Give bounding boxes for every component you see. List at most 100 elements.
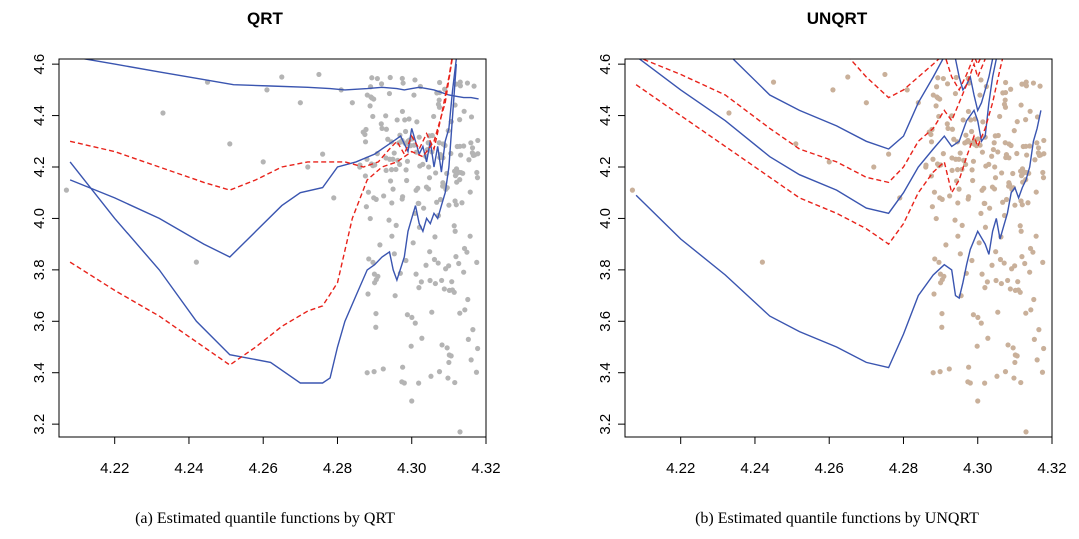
caption: (b) Estimated quantile functions by UNQR… [695, 510, 979, 527]
scatter-point [1001, 260, 1007, 266]
dashed-quantile-line [849, 59, 981, 99]
scatter-point [367, 215, 373, 222]
scatter-point [943, 242, 949, 248]
solid-quantile-line [635, 110, 1042, 369]
scatter-point [931, 291, 937, 297]
scatter-point [432, 234, 438, 240]
scatter-point [451, 223, 457, 229]
scatter-point [991, 140, 997, 146]
scatter-point [1039, 369, 1046, 375]
scatter-point [989, 153, 995, 159]
scatter-point [365, 291, 371, 297]
scatter-point [934, 94, 940, 100]
scatter-point [370, 259, 376, 265]
scatter-point [470, 327, 476, 333]
scatter-point [457, 429, 463, 435]
scatter-point [985, 335, 991, 341]
scatter-point [467, 233, 473, 239]
scatter-point [371, 369, 377, 375]
scatter-point [439, 342, 445, 348]
scatter-point [260, 159, 266, 165]
scatter-point [462, 307, 468, 313]
scatter-point [1003, 151, 1010, 158]
scatter-point [998, 280, 1004, 287]
solid-quantile-line [732, 59, 994, 150]
scatter-point [442, 86, 448, 92]
scatter-point [1002, 140, 1008, 146]
x-axis: 4.22 4.24 4.26 4.28 4.30 4.32 [100, 437, 501, 477]
scatter-point [949, 126, 956, 132]
solid-quantile-line [69, 64, 457, 384]
scatter-point [370, 113, 376, 120]
scatter-point [394, 117, 400, 123]
scatter-point [404, 158, 411, 164]
y-axis: 3.2 3.4 3.6 3.8 4.0 4.2 4.4 4.6 [31, 54, 59, 435]
scatter-point [1002, 104, 1009, 110]
scatter-point [386, 217, 392, 223]
scatter-point [1002, 97, 1008, 103]
scatter-point [456, 260, 462, 267]
scatter-point [465, 296, 471, 303]
scatter-point [1023, 117, 1029, 123]
scatter-point [403, 257, 409, 264]
scatter-point [459, 200, 465, 206]
scatter-point [320, 151, 326, 157]
scatter-point [362, 139, 369, 145]
scatter-point [978, 320, 984, 326]
scatter-point [452, 228, 458, 234]
scatter-point [995, 132, 1001, 139]
scatter-point [977, 92, 983, 98]
caption: (a) Estimated quantile functions by QRT [135, 510, 395, 527]
scatter-point [227, 141, 233, 147]
scatter-point [970, 312, 976, 318]
scatter-point [393, 166, 399, 173]
scatter-point [377, 242, 383, 248]
scatter-point [989, 262, 995, 268]
y-tick-label: 3.6 [597, 311, 614, 332]
scatter-point [279, 74, 285, 80]
scatter-point [1030, 249, 1036, 255]
scatter-point [474, 259, 480, 265]
scatter-point [402, 128, 409, 135]
scatter-point [939, 324, 945, 330]
scatter-point [390, 186, 396, 192]
scatter-point [391, 150, 397, 156]
scatter-point [388, 167, 395, 173]
scatter-point [1036, 327, 1042, 333]
scatter-point [423, 262, 429, 268]
scatter-point [992, 164, 998, 170]
plot-frame [58, 58, 487, 438]
scatter-point [932, 256, 938, 262]
dashed-quantile-line [640, 59, 986, 184]
scatter-point [1032, 157, 1038, 163]
scatter-point [473, 369, 480, 375]
scatter-point [954, 167, 961, 173]
y-tick-label: 4.2 [31, 157, 48, 178]
scatter-point [930, 156, 936, 162]
scatter-point [457, 310, 463, 316]
scatter-point [456, 81, 462, 88]
chart-title: QRT [247, 9, 284, 28]
scatter-point [446, 287, 452, 293]
scatter-point [436, 79, 443, 86]
scatter-point [431, 113, 437, 120]
scatter-point [368, 94, 374, 100]
scatter-point [416, 285, 422, 291]
scatter-point [389, 233, 395, 239]
scatter-point [1027, 143, 1033, 149]
scatter-point [446, 359, 452, 366]
quantile-curves [635, 59, 1042, 369]
scatter-point [441, 286, 447, 292]
scatter-point [1040, 169, 1046, 176]
scatter-point [390, 156, 396, 162]
scatter-point [963, 132, 969, 138]
scatter-point [404, 312, 410, 318]
scatter-point [1014, 119, 1020, 125]
scatter-point [930, 370, 936, 376]
scatter-point [871, 164, 877, 170]
scatter-point [940, 151, 946, 157]
scatter-point [373, 196, 379, 202]
scatter-point [1035, 145, 1042, 151]
y-tick-label: 4.0 [31, 208, 48, 229]
scatter-point [956, 186, 962, 192]
